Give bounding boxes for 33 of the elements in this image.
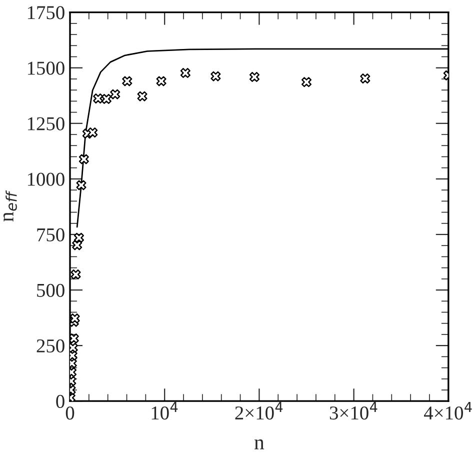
point: [74, 232, 84, 243]
y-axis-title: n$_{eff}$: [3, 190, 17, 222]
x-tick-label: 4×10$^{4}$: [424, 402, 472, 420]
y-tick-label: 500: [37, 284, 64, 297]
y-tick-label: 1000: [28, 172, 64, 186]
point: [110, 89, 120, 100]
point: [137, 91, 148, 102]
y-tick-label: 1500: [28, 62, 64, 75]
point: [93, 93, 104, 104]
point: [210, 71, 221, 82]
point: [249, 72, 260, 82]
x-axis-title: n: [254, 439, 264, 450]
point: [72, 240, 82, 250]
point: [180, 68, 190, 78]
y-tick-label: 750: [37, 228, 64, 242]
y-tick-label: 250: [36, 339, 64, 352]
y-tick-label: 1250: [28, 117, 64, 130]
point: [70, 313, 80, 324]
point: [70, 333, 79, 344]
point: [122, 76, 132, 86]
x-tick-label: 0: [66, 406, 74, 420]
point: [101, 94, 112, 104]
x-tick-label: 3×10$^{4}$: [330, 402, 378, 420]
point: [156, 76, 166, 86]
point: [76, 180, 86, 190]
point: [360, 73, 370, 84]
point: [88, 127, 98, 138]
x-tick-label: 2×10$^{4}$: [235, 402, 283, 420]
y-tick-label: 1750: [28, 6, 64, 20]
point: [301, 77, 312, 88]
point: [70, 269, 81, 280]
x-tick-label: 10$^{4}$: [152, 402, 178, 420]
point: [78, 154, 89, 164]
